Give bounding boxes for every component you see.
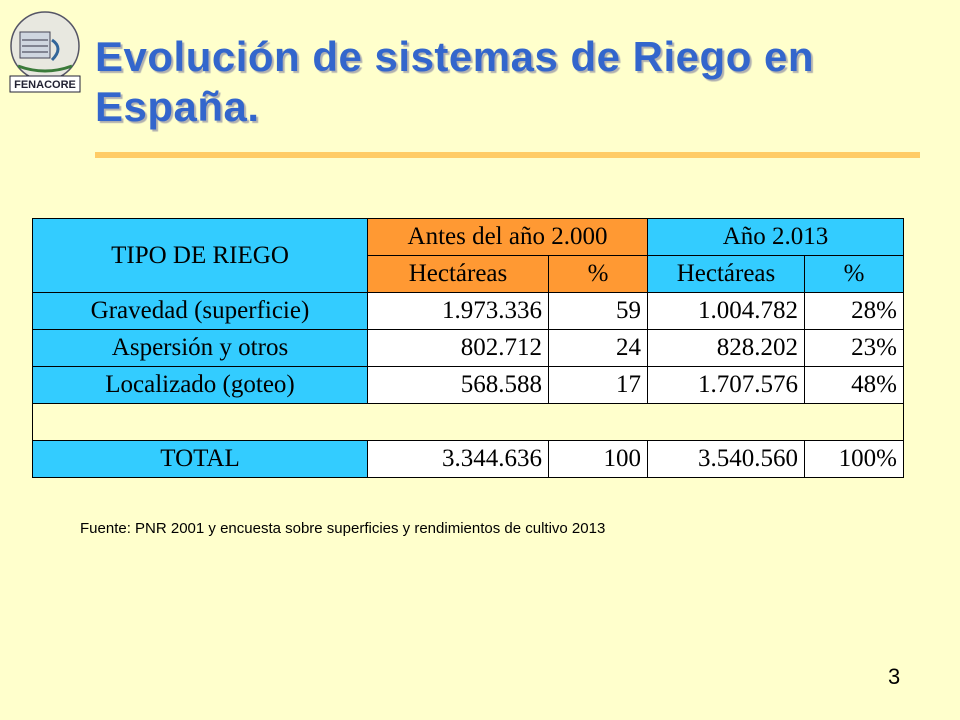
page-title: Evolución de sistemas de Riego en España…	[95, 33, 815, 130]
row-ha-2: 1.004.782	[647, 292, 805, 330]
total-pct-1: 100	[548, 440, 648, 478]
irrigation-table: TIPO DE RIEGO Antes del año 2.000 Año 2.…	[32, 218, 904, 478]
row-pct-1: 59	[548, 292, 648, 330]
header-percent-1: %	[548, 255, 648, 293]
table-row: Localizado (goteo) 568.588 17 1.707.576 …	[32, 366, 904, 404]
row-type: Aspersión y otros	[32, 329, 368, 367]
row-ha-2: 828.202	[647, 329, 805, 367]
table-row: Gravedad (superficie) 1.973.336 59 1.004…	[32, 292, 904, 330]
row-ha-1: 802.712	[367, 329, 549, 367]
table-row: Aspersión y otros 802.712 24 828.202 23%	[32, 329, 904, 367]
row-pct-2: 28%	[804, 292, 904, 330]
total-ha-2: 3.540.560	[647, 440, 805, 478]
row-pct-2: 48%	[804, 366, 904, 404]
row-ha-1: 1.973.336	[367, 292, 549, 330]
header-hectares-2: Hectáreas	[647, 255, 805, 293]
table-header-row-1: TIPO DE RIEGO Antes del año 2.000 Año 2.…	[32, 218, 904, 293]
total-type: TOTAL	[32, 440, 368, 478]
row-pct-1: 17	[548, 366, 648, 404]
row-ha-1: 568.588	[367, 366, 549, 404]
header-percent-2: %	[804, 255, 904, 293]
fenacore-logo: FENACORE	[8, 10, 82, 94]
logo-text: FENACORE	[14, 79, 76, 91]
table-header-row-2: Hectáreas % Hectáreas %	[33, 255, 904, 293]
header-type: TIPO DE RIEGO	[32, 218, 368, 293]
total-pct-2: 100%	[804, 440, 904, 478]
header-hectares-1: Hectáreas	[367, 255, 549, 293]
page-number: 3	[888, 664, 901, 689]
table-gap	[32, 403, 904, 441]
total-ha-1: 3.344.636	[367, 440, 549, 478]
header-period-2: Año 2.013	[647, 218, 904, 256]
row-pct-2: 23%	[804, 329, 904, 367]
title-underline	[95, 152, 920, 158]
source-note: Fuente: PNR 2001 y encuesta sobre superf…	[80, 520, 606, 537]
row-type: Gravedad (superficie)	[32, 292, 368, 330]
table-total-row: TOTAL 3.344.636 100 3.540.560 100%	[32, 440, 904, 478]
row-ha-2: 1.707.576	[647, 366, 805, 404]
row-type: Localizado (goteo)	[32, 366, 368, 404]
header-period-1: Antes del año 2.000	[367, 218, 648, 256]
row-pct-1: 24	[548, 329, 648, 367]
